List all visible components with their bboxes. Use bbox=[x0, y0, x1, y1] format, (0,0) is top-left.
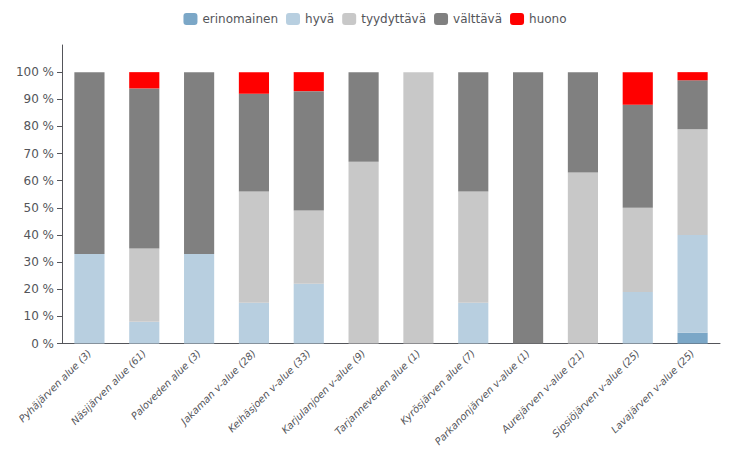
svg-text:Jakaman v-alue (28): Jakaman v-alue (28) bbox=[178, 347, 258, 427]
svg-text:erinomainen: erinomainen bbox=[202, 12, 278, 26]
svg-text:0 %: 0 % bbox=[31, 337, 54, 351]
svg-text:Näsijärven alue (61): Näsijärven alue (61) bbox=[68, 347, 149, 427]
svg-text:Tarjanneveden alue (1): Tarjanneveden alue (1) bbox=[333, 348, 423, 438]
svg-text:80 %: 80 % bbox=[24, 119, 55, 133]
svg-text:Pyhäjärven alue (3): Pyhäjärven alue (3) bbox=[16, 347, 94, 425]
svg-text:Karjulanjoen v-alue (9): Karjulanjoen v-alue (9) bbox=[279, 347, 368, 436]
svg-text:50 %: 50 % bbox=[24, 201, 55, 215]
svg-text:Paloveden alue (3): Paloveden alue (3) bbox=[128, 347, 203, 422]
svg-text:20 %: 20 % bbox=[24, 282, 55, 296]
svg-text:Kyrösjärven alue (7): Kyrösjärven alue (7) bbox=[398, 347, 478, 427]
svg-text:tyydyttävä: tyydyttävä bbox=[361, 12, 426, 26]
svg-text:60 %: 60 % bbox=[24, 174, 55, 188]
svg-text:Keihäsjoen v-alue (33): Keihäsjoen v-alue (33) bbox=[225, 347, 313, 435]
svg-text:Sipsiöjärven v-alue (25): Sipsiöjärven v-alue (25) bbox=[550, 348, 642, 440]
svg-text:10 %: 10 % bbox=[24, 309, 55, 323]
svg-text:30 %: 30 % bbox=[24, 255, 55, 269]
svg-text:90 %: 90 % bbox=[24, 92, 55, 106]
svg-text:Aurejärven v-alue (21): Aurejärven v-alue (21) bbox=[499, 347, 587, 435]
svg-text:70 %: 70 % bbox=[24, 147, 55, 161]
svg-text:Parkanonjärven v-alue (1): Parkanonjärven v-alue (1) bbox=[433, 348, 532, 447]
svg-text:40 %: 40 % bbox=[24, 228, 55, 242]
svg-text:hyvä: hyvä bbox=[305, 12, 334, 26]
svg-text:Lavajärven v-alue (25): Lavajärven v-alue (25) bbox=[609, 348, 697, 436]
svg-text:100 %: 100 % bbox=[16, 65, 54, 79]
svg-text:välttävä: välttävä bbox=[453, 12, 502, 26]
svg-text:huono: huono bbox=[529, 12, 567, 26]
